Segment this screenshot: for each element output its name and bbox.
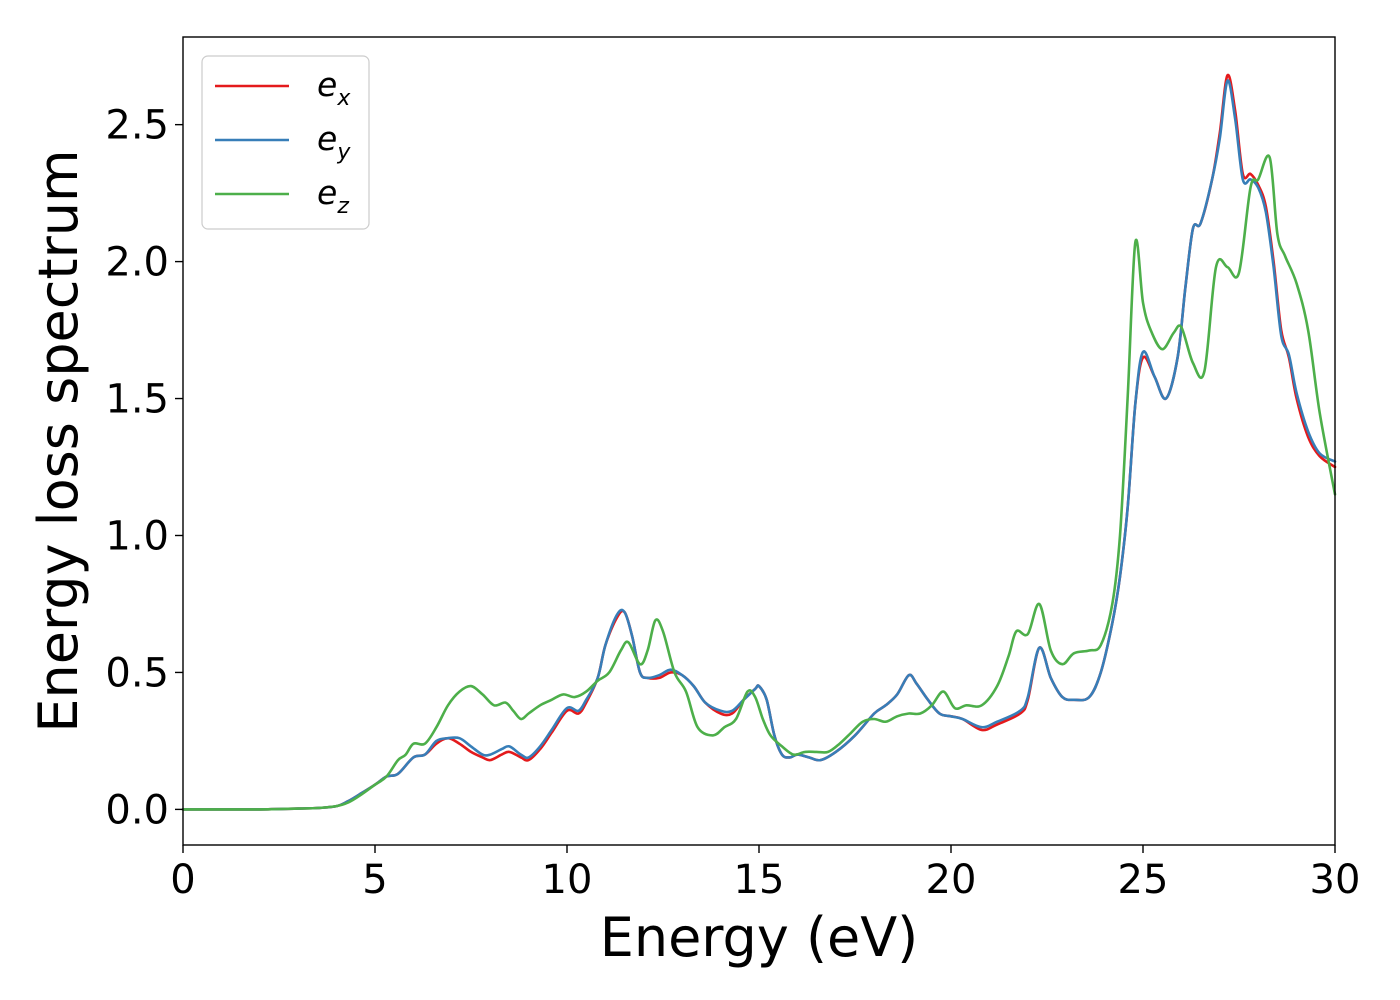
x-tick-label: 0: [170, 857, 195, 903]
legend-label-z: ez: [317, 173, 349, 219]
series-line-z: [181, 154, 1337, 811]
y-tick-label: 1.0: [105, 513, 169, 559]
y-tick-label: 0.5: [105, 650, 169, 696]
y-tick-label: 2.0: [105, 240, 169, 286]
x-tick-label: 30: [1310, 857, 1361, 903]
x-tick-label: 25: [1118, 857, 1169, 903]
series-line-y: [181, 79, 1337, 811]
series-layer: [181, 73, 1337, 811]
legend: ex ey ez: [201, 55, 370, 230]
x-tick-label: 10: [542, 857, 593, 903]
x-tick-label: 5: [362, 857, 387, 903]
x-tick-label: 20: [926, 857, 977, 903]
x-axis: 0 5 10 15 20 25 30: [170, 845, 1360, 903]
legend-box: [201, 55, 370, 230]
x-axis-title: Energy (eV): [600, 906, 919, 969]
legend-label-x: ex: [317, 65, 351, 111]
y-tick-label: 2.5: [105, 103, 169, 149]
y-tick-label: 0.0: [105, 787, 169, 833]
y-tick-label: 1.5: [105, 377, 169, 423]
x-tick-label: 15: [734, 857, 785, 903]
y-axis-title: Energy loss spectrum: [27, 149, 90, 732]
y-axis: 0.0 0.5 1.0 1.5 2.0 2.5: [105, 103, 183, 833]
legend-label-y: ey: [317, 119, 351, 165]
